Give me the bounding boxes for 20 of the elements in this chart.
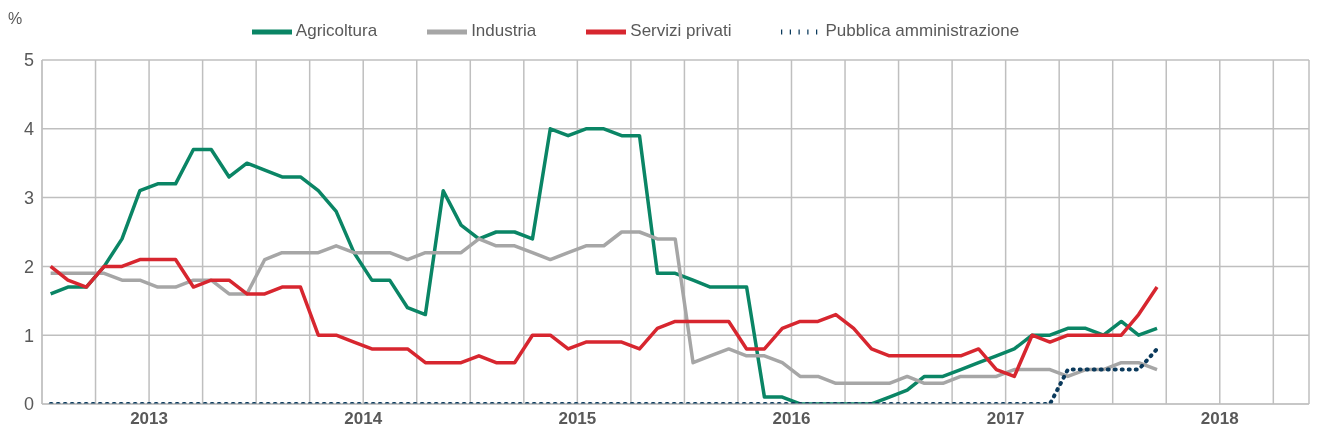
x-tick-label: 2015 — [558, 409, 597, 429]
y-tick-label: 2 — [23, 256, 34, 277]
line-series — [48, 230, 1159, 386]
x-tick-label: 2018 — [1200, 409, 1239, 429]
y-tick-label: 1 — [23, 325, 34, 346]
x-tick-label: 2017 — [986, 409, 1025, 429]
legend-label: Agricoltura — [295, 21, 378, 41]
legend-label: Industria — [471, 21, 537, 41]
line-series — [48, 127, 1159, 404]
y-tick-label: 3 — [23, 187, 34, 208]
y-axis-title: % — [8, 10, 23, 28]
line-series — [48, 257, 1159, 379]
y-tick-label: 0 — [23, 394, 34, 415]
y-tick-label: 5 — [23, 50, 34, 71]
legend-label: Servizi privati — [630, 21, 732, 41]
x-tick-label: 2013 — [130, 409, 168, 429]
x-tick-label: 2016 — [772, 409, 811, 429]
y-tick-label: 4 — [23, 119, 34, 140]
legend-label: Pubblica amministrazione — [825, 21, 1020, 41]
x-tick-label: 2014 — [344, 409, 383, 429]
